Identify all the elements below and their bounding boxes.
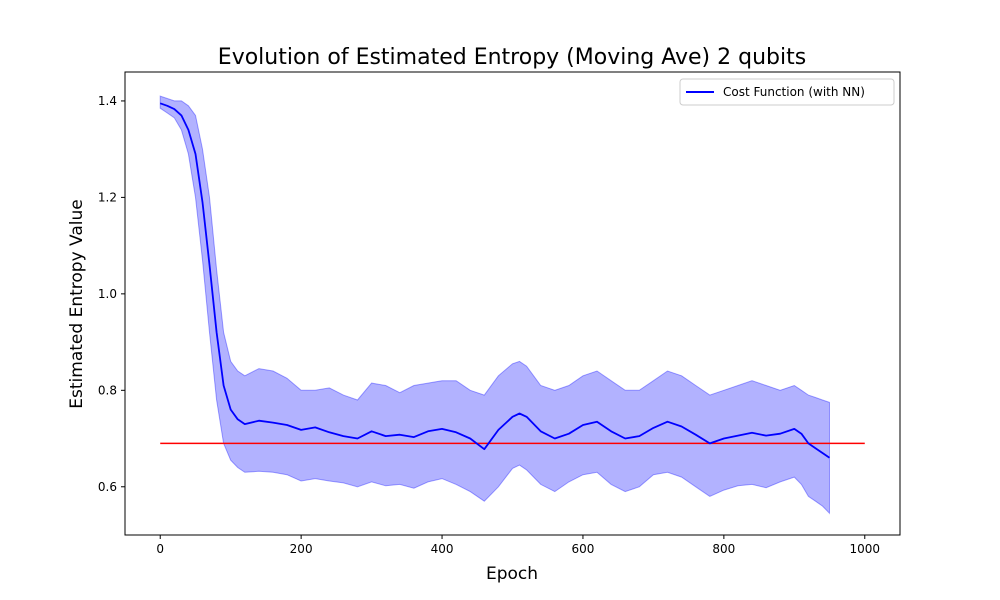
x-axis-title: Epoch <box>486 564 538 584</box>
x-tick-label: 400 <box>431 542 454 556</box>
y-tick-label: 0.8 <box>98 383 117 397</box>
axes-frame <box>124 71 901 536</box>
y-tick-label: 0.6 <box>98 480 117 494</box>
y-tick-label: 1.2 <box>98 190 117 204</box>
legend-box <box>679 78 895 106</box>
x-tick-label: 0 <box>156 542 164 556</box>
plot-area <box>124 71 901 536</box>
chart-title: Evolution of Estimated Entropy (Moving A… <box>218 45 806 70</box>
std-band <box>159 95 830 515</box>
x-tick-label: 200 <box>290 542 313 556</box>
legend: Cost Function (with NN) <box>679 78 895 106</box>
x-tick-label: 1000 <box>849 542 880 556</box>
legend-label-cost-function: Cost Function (with NN) <box>723 85 865 99</box>
y-tick-label: 1.4 <box>98 94 117 108</box>
y-tick-label: 1.0 <box>98 287 117 301</box>
axis-ticks: 0 200 400 600 800 1000 0.6 0.8 1.0 1.2 1.4 <box>98 94 880 556</box>
x-tick-label: 800 <box>712 542 735 556</box>
series-line-cost-function <box>159 102 831 459</box>
y-axis-title: Estimated Entropy Value <box>67 199 87 408</box>
x-tick-label: 600 <box>572 542 595 556</box>
